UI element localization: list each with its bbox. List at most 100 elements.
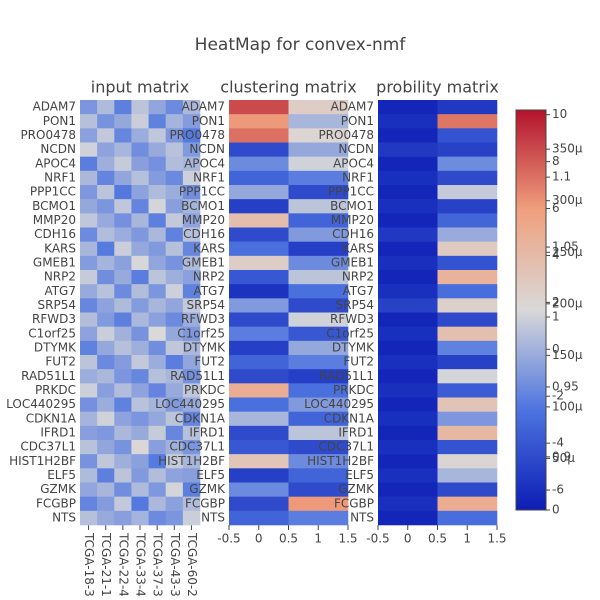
heatmap-cell (229, 326, 289, 342)
heatmap-cell (229, 340, 289, 356)
colorbar-tick-label: 0.9 (552, 449, 571, 463)
heatmap-cell (229, 312, 289, 327)
heatmap-cell (131, 454, 149, 469)
heatmap-cell (131, 284, 149, 299)
heatmap-cell (165, 482, 184, 497)
y-tick-label: C1orf25 (326, 326, 374, 340)
y-tick-label: KARS (342, 241, 374, 255)
heatmap-cell (80, 270, 98, 285)
y-tick-label: CDC37L1 (318, 440, 374, 454)
heatmap-cell (437, 496, 498, 512)
y-tick-label: NCDN (40, 142, 76, 156)
heatmap-cell (165, 185, 184, 200)
heatmap-cell (148, 383, 167, 398)
heatmap-cell (165, 241, 184, 257)
heatmap-cell (288, 142, 349, 157)
x-tick-label: 1.5 (487, 532, 506, 546)
heatmap-cell (114, 425, 132, 441)
y-tick-label: LOC440295 (155, 397, 225, 411)
heatmap-cell (114, 397, 132, 412)
heatmap-cell (182, 199, 201, 214)
colorbar-tick-label: 250μ (552, 245, 583, 259)
heatmap-cell (165, 397, 184, 412)
heatmap-cell (131, 355, 149, 370)
heatmap-cell (182, 496, 201, 512)
y-tick-label: PRKDC (184, 383, 225, 397)
heatmap-cell (165, 170, 184, 186)
heatmap-cell (114, 411, 132, 427)
y-tick-label: IFRD1 (189, 425, 225, 439)
y-tick-label: RFWD3 (330, 312, 374, 326)
heatmap-cell (148, 510, 167, 526)
heatmap-cell (148, 270, 167, 285)
y-tick-label: GZMK (189, 482, 226, 496)
heatmap-cell (229, 142, 289, 157)
heatmap-cell (131, 482, 149, 497)
y-tick-label: PRO0478 (318, 128, 374, 142)
heatmap-cell (80, 100, 98, 115)
y-tick-label: HIST1H2BF (9, 454, 76, 468)
y-tick-label: GMEB1 (182, 255, 225, 269)
heatmap-cell (437, 355, 498, 370)
heatmap-cell (148, 326, 167, 342)
y-tick-label: NRF1 (193, 170, 225, 184)
heatmap-cell (97, 397, 115, 412)
heatmap-cell (165, 411, 184, 427)
heatmap-cell (114, 255, 132, 271)
colorbar-tick-label: 4 (552, 248, 560, 262)
colorbar (515, 109, 547, 511)
heatmap-cell (182, 185, 201, 200)
heatmap-cell (229, 100, 289, 115)
heatmap-cell (437, 425, 498, 441)
heatmap-cell (378, 227, 438, 242)
y-tick-label: ATG7 (44, 284, 76, 298)
heatmap-cell (114, 142, 132, 157)
heatmap-cell (165, 128, 184, 143)
x-tick-label: TCGA-37-3 (151, 532, 165, 597)
heatmap-cell (437, 284, 498, 299)
heatmap-cell (182, 482, 201, 497)
heatmap-cell (378, 383, 438, 398)
heatmap-cell (229, 454, 289, 469)
heatmap-cell (114, 128, 132, 143)
heatmap-cell (80, 284, 98, 299)
heatmap-cell (288, 411, 349, 427)
x-tick-label: TCGA-18-3 (82, 532, 96, 597)
heatmap-cell (437, 241, 498, 257)
heatmap-cell (131, 156, 149, 172)
heatmap-cell (165, 213, 184, 228)
heatmap-cell (80, 312, 98, 327)
colorbar-tick-label: 10 (552, 107, 567, 121)
y-tick-label: ADAM7 (33, 100, 76, 114)
heatmap-cell (288, 425, 349, 441)
y-tick-label: LOC440295 (6, 397, 76, 411)
colorbar-tick-label: 200μ (552, 296, 583, 310)
heatmap-cell (131, 440, 149, 455)
heatmap-cell (288, 482, 349, 497)
heatmap-cell (182, 355, 201, 370)
y-tick-label: KARS (193, 241, 225, 255)
heatmap-cell (97, 383, 115, 398)
heatmap-cell (229, 397, 289, 412)
subplot-title: clustering matrix (220, 78, 356, 97)
x-tick-label: 0.5 (279, 532, 298, 546)
x-tick-label: 0 (404, 532, 412, 546)
heatmap-cell (131, 100, 149, 115)
heatmap-cell (165, 440, 184, 455)
heatmap-cell (437, 128, 498, 143)
heatmap-cell (148, 255, 167, 271)
heatmap-cell (148, 369, 167, 384)
heatmap-cell (165, 142, 184, 157)
heatmap-cell (437, 142, 498, 157)
x-tick-label: 1 (314, 532, 322, 546)
heatmap-cell (148, 482, 167, 497)
heatmap-cell (131, 411, 149, 427)
heatmap-cell (378, 213, 438, 228)
subplot-title: input matrix (91, 78, 189, 97)
heatmap-cell (288, 326, 349, 342)
y-tick-label: MMP20 (33, 213, 76, 227)
heatmap-cell (288, 114, 349, 129)
heatmap-cell (97, 440, 115, 455)
heatmap-cell (288, 170, 349, 186)
